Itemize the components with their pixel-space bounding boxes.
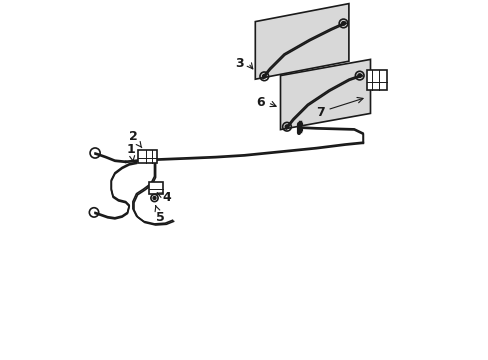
Circle shape (262, 75, 265, 78)
Text: 6: 6 (256, 96, 264, 109)
Text: 4: 4 (157, 191, 171, 204)
Text: 2: 2 (128, 130, 142, 148)
Text: 7: 7 (315, 106, 324, 119)
Text: 1: 1 (126, 143, 135, 162)
Polygon shape (280, 59, 370, 130)
Text: 5: 5 (155, 206, 164, 224)
Circle shape (153, 197, 156, 199)
FancyBboxPatch shape (366, 70, 386, 90)
Circle shape (357, 74, 361, 77)
FancyBboxPatch shape (149, 182, 163, 194)
FancyBboxPatch shape (138, 150, 157, 163)
Text: 3: 3 (234, 57, 243, 69)
Circle shape (285, 125, 288, 129)
Polygon shape (255, 4, 348, 79)
Circle shape (341, 22, 345, 25)
